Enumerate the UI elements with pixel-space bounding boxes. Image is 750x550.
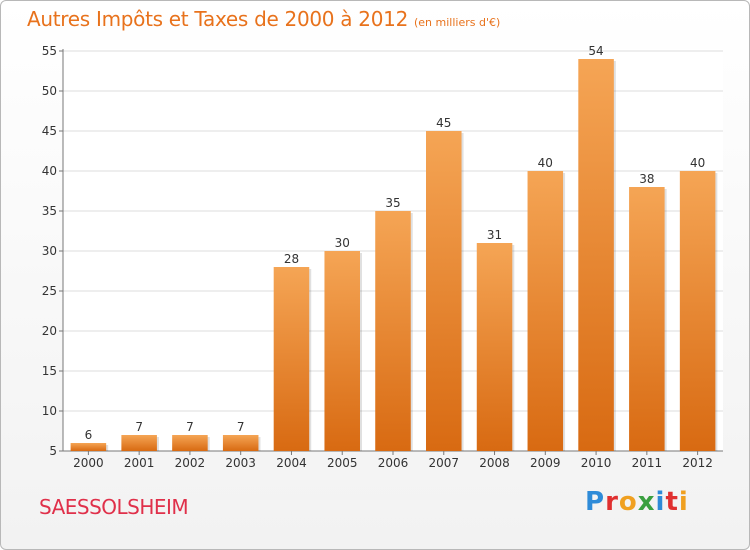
y-tick-label: 55 (42, 44, 57, 58)
logo-letter: P (585, 487, 606, 517)
x-tick-label: 2001 (124, 456, 155, 470)
logo-letter: x (637, 487, 656, 517)
bar-value-label: 35 (385, 196, 400, 210)
x-tick-label: 2008 (479, 456, 510, 470)
x-tick-label: 2007 (428, 456, 459, 470)
bar (375, 211, 411, 451)
x-tick-label: 2005 (327, 456, 358, 470)
bar-value-label: 38 (639, 172, 654, 186)
bar-value-label: 54 (588, 44, 603, 58)
bar (121, 435, 157, 451)
y-tick-label: 10 (42, 404, 57, 418)
logo-letter: t (665, 487, 679, 517)
y-tick-label: 30 (42, 244, 57, 258)
x-tick-label: 2002 (175, 456, 206, 470)
chart-title-row: Autres Impôts et Taxes de 2000 à 2012 (en… (27, 7, 500, 31)
y-tick-label: 15 (42, 364, 57, 378)
x-tick-label: 2010 (581, 456, 612, 470)
bar-value-label: 7 (237, 420, 245, 434)
bar (324, 251, 360, 451)
logo-letter: r (605, 487, 619, 517)
y-tick-label: 35 (42, 204, 57, 218)
bar (222, 435, 259, 451)
x-tick-label: 2003 (225, 456, 256, 470)
y-tick-label: 50 (42, 84, 57, 98)
bar (679, 171, 716, 451)
x-tick-label: 2004 (276, 456, 307, 470)
bar (273, 267, 310, 451)
bar (70, 443, 107, 451)
x-tick-label: 2009 (530, 456, 561, 470)
bar-value-label: 31 (487, 228, 502, 242)
logo-letter: i (678, 487, 689, 517)
bar-value-label: 45 (436, 116, 451, 130)
y-tick-label: 25 (42, 284, 57, 298)
bar-value-label: 30 (335, 236, 350, 250)
bar-value-label: 40 (538, 156, 553, 170)
bar (476, 243, 513, 451)
y-tick-label: 5 (49, 444, 57, 458)
bar (426, 131, 462, 451)
bar (578, 59, 614, 451)
x-tick-label: 2006 (378, 456, 409, 470)
y-tick-label: 45 (42, 124, 57, 138)
bar-value-label: 7 (186, 420, 194, 434)
bar-value-label: 28 (284, 252, 299, 266)
commune-name: SAESSOLSHEIM (39, 495, 189, 519)
bar-value-label: 6 (85, 428, 93, 442)
x-tick-label: 2000 (73, 456, 104, 470)
bar-value-label: 7 (135, 420, 143, 434)
bar (172, 435, 208, 451)
x-tick-label: 2011 (632, 456, 663, 470)
y-tick-label: 40 (42, 164, 57, 178)
proxiti-logo: Proxiti (585, 487, 689, 517)
bar (527, 171, 564, 451)
logo-letter: i (655, 487, 666, 517)
bar-value-label: 40 (690, 156, 705, 170)
logo-letter: o (618, 487, 638, 517)
chart-unit: (en milliers d'€) (414, 16, 501, 29)
chart-title: Autres Impôts et Taxes de 2000 à 2012 (27, 7, 408, 31)
x-tick-label: 2012 (682, 456, 713, 470)
bar (629, 187, 665, 451)
y-tick-label: 20 (42, 324, 57, 338)
